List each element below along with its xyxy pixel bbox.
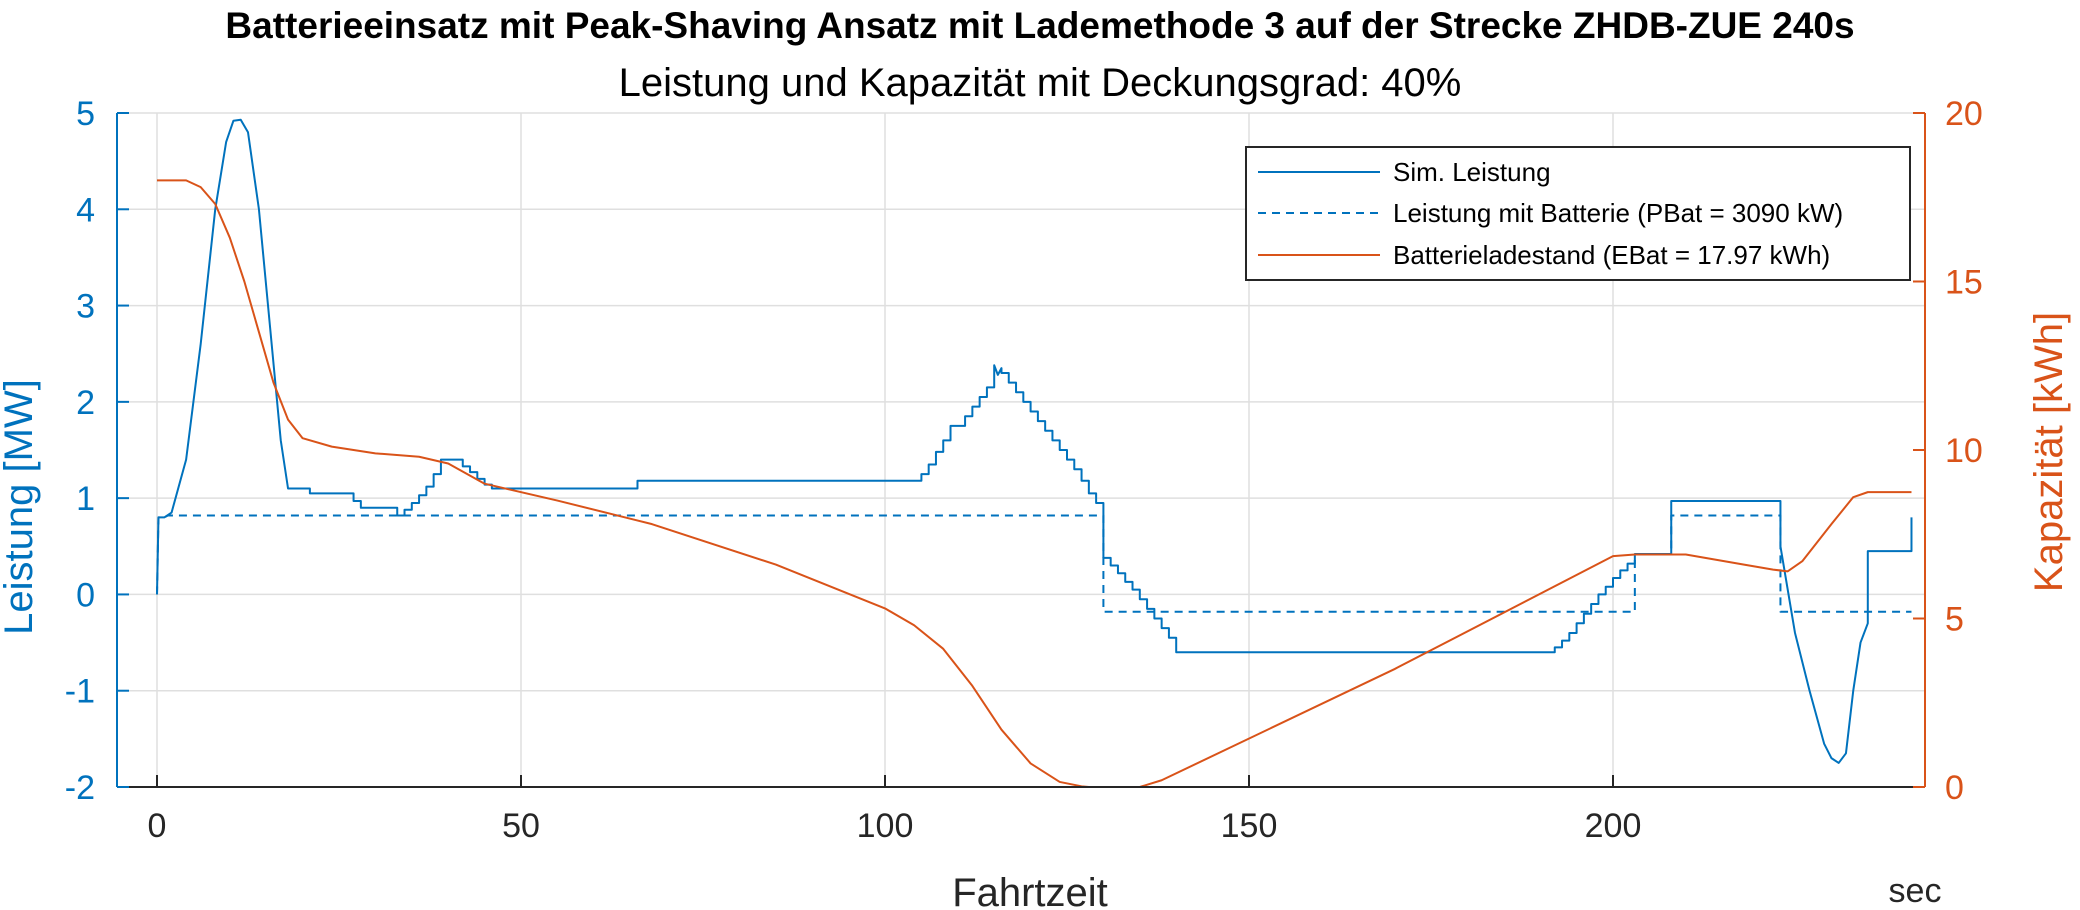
y-axis-right-label: Kapazität [kWh] bbox=[2027, 312, 2071, 592]
legend: Sim. Leistung Leistung mit Batterie (PBa… bbox=[1245, 146, 1911, 281]
x-tick-label-50: 50 bbox=[502, 807, 540, 845]
series-layer bbox=[156, 118, 1913, 788]
legend-label-sim-leistung: Sim. Leistung bbox=[1393, 157, 1551, 187]
x-tick-label-150: 150 bbox=[1221, 807, 1278, 845]
y-right-tick-label-0: 0 bbox=[1945, 769, 1964, 807]
x-axis-unit: sec bbox=[1889, 872, 1942, 910]
x-axis-label: Fahrtzeit bbox=[952, 871, 1108, 910]
x-tick-label-100: 100 bbox=[857, 807, 914, 845]
chart-title: Batterieeinsatz mit Peak-Shaving Ansatz … bbox=[225, 5, 1854, 46]
series-line-2 bbox=[157, 179, 1912, 788]
y-left-tick-label-3: 3 bbox=[76, 288, 95, 326]
y-right-tick-label-5: 5 bbox=[1945, 601, 1964, 639]
y-left-tick-label-0: 0 bbox=[76, 576, 95, 614]
legend-label-leistung-mit-batterie: Leistung mit Batterie (PBat = 3090 kW) bbox=[1393, 198, 1843, 228]
x-tick-label-0: 0 bbox=[148, 807, 167, 845]
y-left-tick-label-2: 2 bbox=[76, 384, 95, 422]
x-tick-label-200: 200 bbox=[1585, 807, 1642, 845]
series-line-1 bbox=[156, 514, 1912, 613]
y-right-tick-label-20: 20 bbox=[1945, 95, 1983, 133]
y-left-tick-label-1: 1 bbox=[76, 480, 95, 518]
y-left-tick-label-4: 4 bbox=[76, 191, 95, 229]
chart-subtitle: Leistung und Kapazität mit Deckungsgrad:… bbox=[619, 61, 1462, 105]
y-axis-left-label: Leistung [MW] bbox=[0, 379, 41, 635]
y-right-tick-label-10: 10 bbox=[1945, 432, 1983, 470]
y-left-tick-label--1: -1 bbox=[65, 673, 95, 711]
y-left-tick-label-5: 5 bbox=[76, 95, 95, 133]
series-line-0 bbox=[156, 118, 1913, 764]
y-right-tick-label-15: 15 bbox=[1945, 264, 1983, 302]
y-left-tick-label--2: -2 bbox=[65, 769, 95, 807]
legend-label-batterieladestand: Batterieladestand (EBat = 17.97 kWh) bbox=[1393, 240, 1830, 270]
